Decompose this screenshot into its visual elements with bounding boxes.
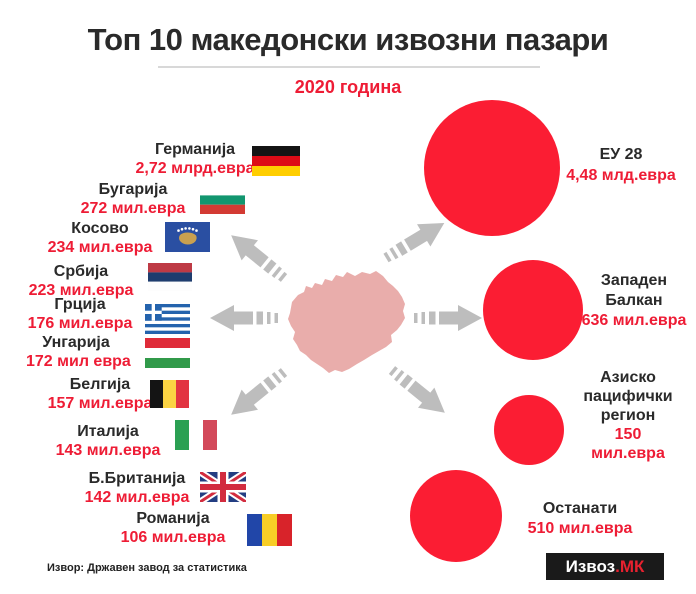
page-title: Топ 10 македонски извозни пазари <box>87 22 609 57</box>
macedonia-map <box>288 271 405 373</box>
kosovo-flag-icon <box>165 222 210 252</box>
country-name: Бугарија <box>98 181 168 198</box>
logo-text-white: Извоз <box>565 556 616 576</box>
country-item-uk: Б.Британија 142 мил.евра <box>81 469 193 507</box>
country-item-romania: Романија 106 мил.евра <box>120 509 226 547</box>
logo-text-red: .МК <box>615 556 645 576</box>
arrow-down-right-icon <box>383 359 454 423</box>
country-item-serbia: Србија 223 мил.евра <box>25 262 137 300</box>
country-value: 272 мил.евра <box>80 200 186 217</box>
country-name: Унгарија <box>42 334 110 351</box>
arrow-left-icon <box>210 305 278 331</box>
arrow-right-icon <box>414 305 482 331</box>
region-name: Останати <box>542 500 618 517</box>
source-note: Извор: Државен завод за статистика <box>47 562 247 574</box>
country-value: 106 мил.евра <box>120 529 226 546</box>
country-item-germany: Германија 2,72 млрд.евра <box>131 140 259 178</box>
country-name: Грција <box>54 296 106 313</box>
region-label-asia-pacific: Азиско пацифички регион 150 мил.евра <box>580 368 676 463</box>
country-item-italy: Италија 143 мил.евра <box>55 422 161 460</box>
country-name: Белгија <box>69 376 131 393</box>
serbia-flag-icon <box>148 263 192 291</box>
country-value: 234 мил.евра <box>47 239 153 256</box>
divider <box>158 66 540 68</box>
country-item-belgium: Белгија 157 мил.евра <box>47 375 153 413</box>
region-label-others: Останати 510 мил.евра <box>510 499 650 539</box>
country-value: 223 мил.евра <box>28 282 134 299</box>
country-value: 172 мил евра <box>26 353 131 370</box>
region-value: 150 мил.евра <box>591 426 665 462</box>
izvoz-mk-logo: Извоз .МК <box>546 553 664 580</box>
country-item-hungary: Унгарија 172 мил евра <box>26 333 131 371</box>
subtitle-year: 2020 година <box>294 77 402 97</box>
country-name: Италија <box>77 423 139 440</box>
country-item-greece: Грција 176 мил.евра <box>27 295 133 333</box>
arrow-down-left-icon <box>222 361 293 425</box>
country-item-kosovo: Косово 234 мил.евра <box>47 219 153 257</box>
country-name: Србија <box>53 263 109 280</box>
region-label-west-balkans: Западен Балкан 636 мил.евра <box>574 271 694 331</box>
country-value: 143 мил.евра <box>55 442 161 459</box>
region-bubble-eu28 <box>424 100 560 236</box>
country-value: 142 мил.евра <box>84 489 190 506</box>
country-value: 157 мил.евра <box>47 395 153 412</box>
region-name: ЕУ 28 <box>599 146 643 163</box>
country-item-bulgaria: Бугарија 272 мил.евра <box>80 180 186 218</box>
bulgaria-flag-icon <box>200 186 245 214</box>
region-value: 510 мил.евра <box>527 520 633 537</box>
italy-flag-icon <box>175 420 217 450</box>
arrow-up-left-icon <box>222 225 293 289</box>
region-bubble-others <box>410 470 502 562</box>
romania-flag-icon <box>247 514 292 546</box>
country-name: Романија <box>136 510 210 527</box>
region-name: Азиско пацифички регион <box>583 369 673 424</box>
belgium-flag-icon <box>150 380 189 408</box>
country-value: 2,72 млрд.евра <box>135 160 255 177</box>
greece-flag-icon <box>145 304 190 334</box>
hungary-flag-icon <box>145 338 190 368</box>
country-name: Косово <box>71 220 129 237</box>
region-bubble-asia-pacific <box>494 395 564 465</box>
region-label-eu28: ЕУ 28 4,48 млд.евра <box>546 144 696 186</box>
country-value: 176 мил.евра <box>27 315 133 332</box>
region-value: 636 мил.евра <box>581 312 687 329</box>
germany-flag-icon <box>252 146 300 176</box>
region-value: 4,48 млд.евра <box>566 167 676 184</box>
region-bubble-west-balkans <box>483 260 583 360</box>
country-name: Германија <box>154 141 236 158</box>
region-name: Западен Балкан <box>600 272 668 309</box>
arrow-up-right-icon <box>379 211 451 270</box>
country-name: Б.Британија <box>88 470 186 487</box>
uk-flag-icon <box>200 472 246 502</box>
